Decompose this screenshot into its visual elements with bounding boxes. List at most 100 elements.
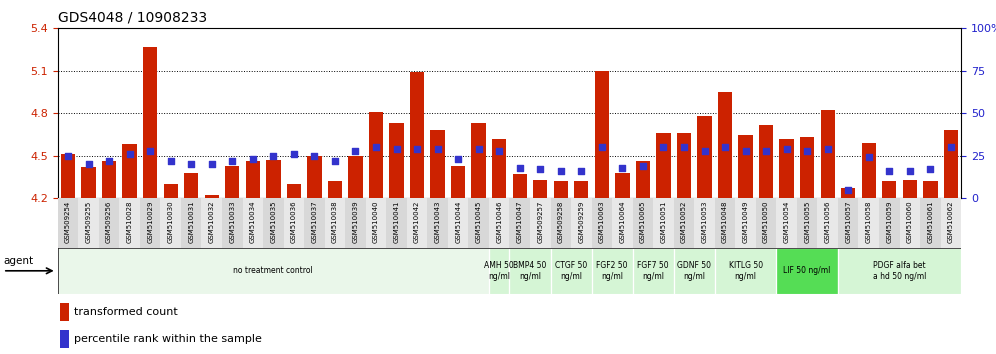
Bar xyxy=(694,198,715,248)
Text: GSM510037: GSM510037 xyxy=(312,201,318,243)
Point xyxy=(265,153,281,159)
Text: GSM510063: GSM510063 xyxy=(599,201,605,243)
Text: GSM510062: GSM510062 xyxy=(948,201,954,243)
Bar xyxy=(246,161,260,198)
Point xyxy=(491,148,507,154)
Bar xyxy=(776,198,797,248)
Bar xyxy=(307,156,322,198)
Bar xyxy=(181,198,201,248)
Bar xyxy=(838,248,961,294)
Text: GSM510040: GSM510040 xyxy=(373,201,379,243)
Bar xyxy=(797,198,818,248)
Text: no treatment control: no treatment control xyxy=(233,266,313,275)
Text: GSM509254: GSM509254 xyxy=(65,201,71,243)
Bar xyxy=(120,198,139,248)
Text: agent: agent xyxy=(3,256,33,266)
Bar xyxy=(139,198,160,248)
Point xyxy=(696,148,712,154)
Bar xyxy=(940,198,961,248)
Point xyxy=(594,144,610,150)
Point xyxy=(348,148,364,154)
Point xyxy=(820,146,836,152)
Bar xyxy=(882,181,896,198)
Bar xyxy=(718,92,732,198)
Text: KITLG 50
ng/ml: KITLG 50 ng/ml xyxy=(728,261,763,281)
Bar xyxy=(632,248,673,294)
Bar xyxy=(389,123,403,198)
Point xyxy=(471,146,487,152)
Bar xyxy=(427,198,448,248)
Bar xyxy=(99,198,120,248)
Point xyxy=(717,144,733,150)
Bar xyxy=(533,180,548,198)
Text: GSM510045: GSM510045 xyxy=(476,201,482,243)
Bar xyxy=(902,180,917,198)
Point xyxy=(676,144,692,150)
Bar xyxy=(923,181,937,198)
Bar xyxy=(530,198,551,248)
Text: GSM510031: GSM510031 xyxy=(188,201,194,243)
Bar xyxy=(58,198,79,248)
Bar xyxy=(386,198,406,248)
Text: GSM510050: GSM510050 xyxy=(763,201,769,243)
Bar xyxy=(879,198,899,248)
Bar xyxy=(920,198,940,248)
Point xyxy=(307,153,323,159)
Text: GDNF 50
ng/ml: GDNF 50 ng/ml xyxy=(677,261,711,281)
Bar xyxy=(592,198,613,248)
Bar xyxy=(123,144,136,198)
Bar xyxy=(673,248,715,294)
Bar xyxy=(859,198,879,248)
Bar xyxy=(284,198,304,248)
Text: GSM510033: GSM510033 xyxy=(229,201,235,243)
Text: GSM510042: GSM510042 xyxy=(414,201,420,243)
Bar xyxy=(841,188,856,198)
Bar xyxy=(60,330,69,348)
Bar xyxy=(492,139,506,198)
Bar xyxy=(163,184,178,198)
Bar xyxy=(366,198,386,248)
Bar xyxy=(738,135,753,198)
Point xyxy=(922,166,938,172)
Point xyxy=(532,166,548,172)
Point xyxy=(512,165,528,171)
Text: GSM509255: GSM509255 xyxy=(86,201,92,243)
Point xyxy=(224,158,240,164)
Point xyxy=(102,158,118,164)
Text: GSM509257: GSM509257 xyxy=(537,201,543,243)
Bar xyxy=(715,198,735,248)
Bar xyxy=(58,248,489,294)
Bar xyxy=(554,181,568,198)
Bar xyxy=(430,130,445,198)
Bar xyxy=(184,173,198,198)
Text: GSM510056: GSM510056 xyxy=(825,201,831,243)
Point xyxy=(409,146,425,152)
Text: GSM510047: GSM510047 xyxy=(517,201,523,243)
Point xyxy=(327,158,343,164)
Text: CTGF 50
ng/ml: CTGF 50 ng/ml xyxy=(555,261,588,281)
Bar xyxy=(79,198,99,248)
Point xyxy=(655,144,671,150)
Bar xyxy=(776,248,838,294)
Text: GSM510041: GSM510041 xyxy=(393,201,399,243)
Bar xyxy=(266,160,281,198)
Text: GSM510048: GSM510048 xyxy=(722,201,728,243)
Bar xyxy=(656,133,670,198)
Bar xyxy=(349,156,363,198)
Text: GSM510044: GSM510044 xyxy=(455,201,461,243)
Text: GSM510032: GSM510032 xyxy=(209,201,215,243)
Bar xyxy=(263,198,284,248)
Bar xyxy=(61,154,76,198)
Bar xyxy=(448,198,468,248)
Bar xyxy=(468,198,489,248)
Text: PDGF alfa bet
a hd 50 ng/ml: PDGF alfa bet a hd 50 ng/ml xyxy=(872,261,926,281)
Text: GSM509258: GSM509258 xyxy=(558,201,564,243)
Bar xyxy=(635,161,650,198)
Point xyxy=(553,168,569,174)
Bar xyxy=(410,72,424,198)
Point xyxy=(388,146,404,152)
Text: GSM510060: GSM510060 xyxy=(906,201,912,243)
Point xyxy=(429,146,445,152)
Bar xyxy=(222,198,243,248)
Point xyxy=(861,155,876,160)
